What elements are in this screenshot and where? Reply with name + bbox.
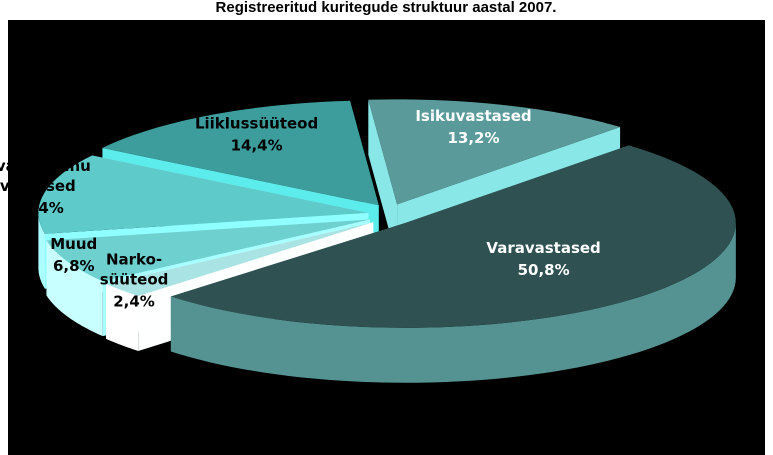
slice-value-label: 50,8%	[518, 261, 570, 279]
slice-value-label: 6,8%	[53, 257, 95, 275]
slice-top	[46, 219, 370, 282]
slice-rim	[46, 240, 103, 337]
chart-title: Registreeritud kuritegude struktuur aast…	[216, 0, 557, 16]
slice-rim	[170, 222, 736, 383]
slice-label: Liiklussüüteod	[195, 115, 318, 133]
slice-top	[170, 145, 736, 328]
slice-label: Muud	[50, 235, 97, 253]
slice-value-label: 13,2%	[447, 129, 499, 147]
slice-top	[106, 222, 374, 296]
slice-top	[38, 155, 369, 234]
slice-side-wall	[368, 99, 398, 260]
slice-value-label: 2,4%	[113, 293, 155, 311]
slice-label: Isikuvastased	[415, 107, 531, 125]
slice-rim	[106, 283, 139, 351]
slice-label: Varavastased	[486, 239, 600, 257]
slice-label: Narko-süüteod	[100, 251, 169, 289]
slice-value-label: 14,4%	[231, 137, 283, 155]
slice-top	[102, 100, 379, 206]
slice-rim	[38, 212, 45, 289]
slice-top	[368, 99, 621, 205]
slice	[170, 145, 736, 383]
slice-value-label: 12,4%	[12, 199, 64, 217]
